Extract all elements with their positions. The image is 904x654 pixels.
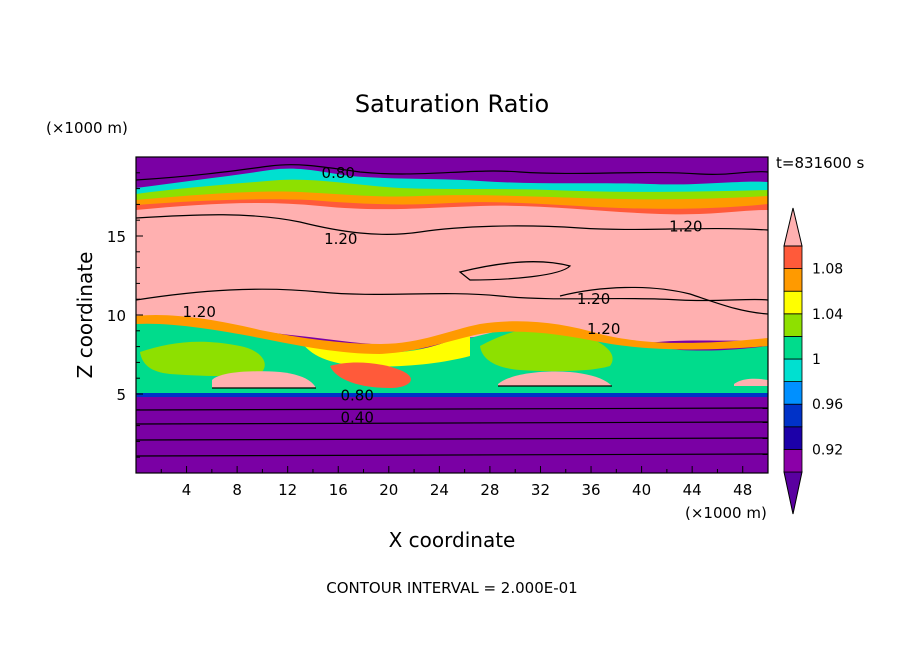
mixed-layer-yellow <box>300 334 470 367</box>
colorbar-label: 0.92 <box>812 442 843 458</box>
mixed-layer-orange <box>136 314 768 354</box>
x-tick-label: 16 <box>329 481 348 499</box>
pink-island-right <box>734 378 768 386</box>
x-tick-label: 44 <box>683 481 702 499</box>
contour-label: 1.20 <box>577 290 610 308</box>
colorbar-bin <box>783 290 803 315</box>
x-tick-label: 8 <box>232 481 242 499</box>
y-tick-label: 5 <box>116 386 126 404</box>
contour-label: 1.20 <box>324 230 357 248</box>
colorbar-label: 0.96 <box>812 397 843 413</box>
contour-lines <box>136 164 768 457</box>
colorbar-bin <box>783 448 803 473</box>
contour-interval-footer: CONTOUR INTERVAL = 2.000E-01 <box>326 579 577 597</box>
mixed-layer-red-patch <box>330 362 411 388</box>
colorbar-label: 1.08 <box>812 262 843 278</box>
colorbar: 0.92 0.96 1 1.04 1.08 <box>783 207 843 515</box>
colorbar-bin <box>783 426 803 450</box>
colorbar-bin <box>783 245 803 270</box>
colorbar-bin <box>783 403 803 428</box>
x-tick-label: 36 <box>581 481 600 499</box>
mixed-layer-green <box>140 341 265 376</box>
x-tick-label: 4 <box>182 481 192 499</box>
x-unit-label: (×1000 m) <box>685 504 767 522</box>
contour-label: 1.20 <box>182 303 215 321</box>
chart-title: Saturation Ratio <box>355 90 549 118</box>
pink-island-left <box>212 371 316 388</box>
colorbar-lower-extend <box>783 471 803 515</box>
x-axis-label: X coordinate <box>389 528 516 552</box>
y-unit-label: (×1000 m) <box>46 119 128 137</box>
contour-field <box>136 157 768 473</box>
contour-label: 0.40 <box>340 409 373 427</box>
x-tick-label: 40 <box>632 481 651 499</box>
x-tick-label: 12 <box>278 481 297 499</box>
y-tick-label: 10 <box>107 307 126 325</box>
contour-label: 1.20 <box>587 320 620 338</box>
colorbar-bin <box>783 358 803 383</box>
contour-label: 0.80 <box>340 387 373 405</box>
y-axis-label: Z coordinate <box>73 252 97 379</box>
y-tick-label: 15 <box>107 228 126 246</box>
contour-label: 0.80 <box>322 164 355 182</box>
colorbar-bin <box>783 381 803 405</box>
x-axis: 4 8 12 16 20 24 28 32 36 40 44 48 <box>160 466 752 499</box>
supersaturated-layer <box>136 203 768 346</box>
time-label: t=831600 s <box>776 154 864 172</box>
x-tick-label: 24 <box>430 481 449 499</box>
x-tick-label: 20 <box>379 481 398 499</box>
x-tick-label: 48 <box>733 481 752 499</box>
colorbar-bin <box>783 335 803 360</box>
x-tick-label: 28 <box>480 481 499 499</box>
colorbar-bin <box>783 313 803 337</box>
colorbar-label: 1 <box>812 352 821 368</box>
colorbar-upper-extend <box>783 207 803 247</box>
y-axis: 5 10 15 <box>107 172 143 458</box>
cloud-base-blue <box>136 393 768 397</box>
contour-labels: 0.80 1.20 1.20 1.20 1.20 1.20 0.80 0.40 <box>182 164 702 427</box>
x-tick-label: 32 <box>531 481 550 499</box>
colorbar-label: 1.04 <box>812 307 843 323</box>
colorbar-bin <box>783 268 803 292</box>
contour-label: 1.20 <box>669 218 702 236</box>
pink-island-mid <box>498 371 612 386</box>
